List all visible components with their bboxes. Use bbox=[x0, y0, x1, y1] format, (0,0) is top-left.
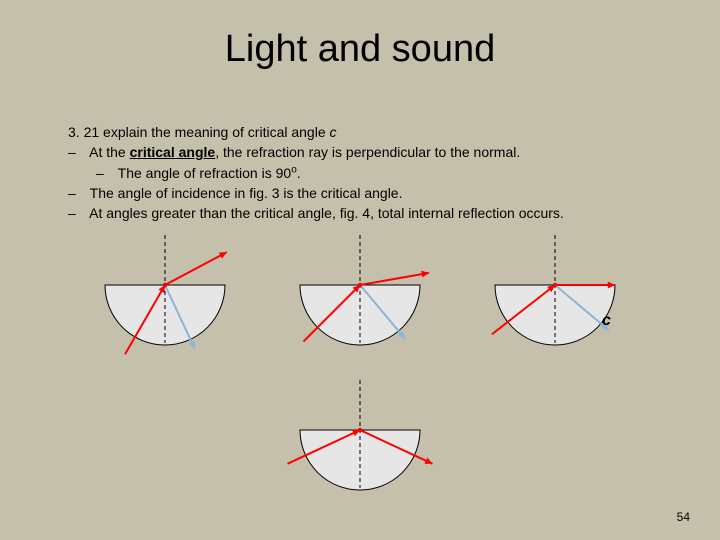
b1a-prefix: The angle of refraction is 90 bbox=[118, 165, 292, 181]
c-label: c bbox=[602, 312, 611, 330]
bullet-3: – At angles greater than the critical an… bbox=[68, 203, 564, 223]
dash-icon: – bbox=[68, 183, 86, 203]
refraction-figure bbox=[275, 230, 445, 370]
b3-text: At angles greater than the critical angl… bbox=[89, 205, 564, 221]
b1-suffix: , the refraction ray is perpendicular to… bbox=[215, 144, 520, 160]
refraction-figure bbox=[470, 230, 640, 370]
bullet-1a: – The angle of refraction is 90o. bbox=[96, 163, 564, 183]
dash-icon: – bbox=[68, 142, 86, 162]
b1-prefix: At the bbox=[89, 144, 129, 160]
bullet-1: – At the critical angle, the refraction … bbox=[68, 142, 564, 162]
lead-line: 3. 21 explain the meaning of critical an… bbox=[68, 122, 564, 142]
lead-text: 3. 21 explain the meaning of critical an… bbox=[68, 124, 330, 140]
b1-bold: critical angle bbox=[130, 144, 216, 160]
page-title: Light and sound bbox=[0, 28, 720, 71]
refraction-figure bbox=[80, 230, 250, 370]
refraction-figure bbox=[275, 375, 445, 515]
dash-icon: – bbox=[96, 163, 114, 183]
b1a-suffix: . bbox=[297, 165, 301, 181]
bullet-2: – The angle of incidence in fig. 3 is th… bbox=[68, 183, 564, 203]
b2-text: The angle of incidence in fig. 3 is the … bbox=[90, 185, 403, 201]
body-text: 3. 21 explain the meaning of critical an… bbox=[68, 122, 564, 223]
dash-icon: – bbox=[68, 203, 86, 223]
lead-c: c bbox=[330, 124, 337, 140]
diagram-area bbox=[0, 225, 720, 505]
page-number: 54 bbox=[677, 510, 690, 524]
